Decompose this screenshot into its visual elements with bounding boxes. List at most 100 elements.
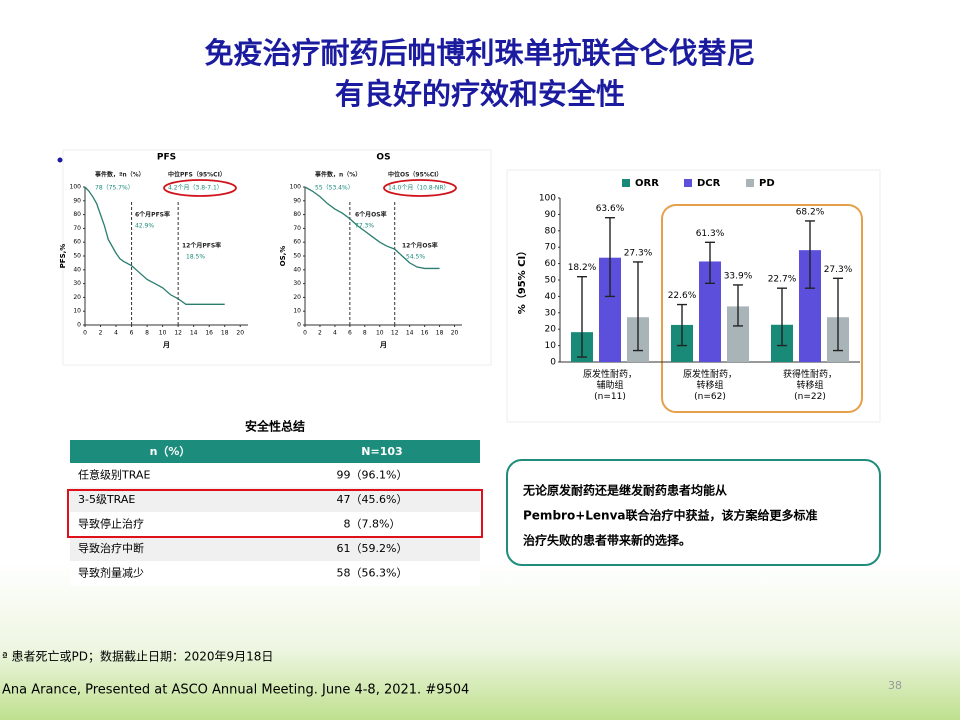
bullet bbox=[57, 157, 63, 163]
legend-swatch bbox=[684, 179, 692, 187]
annotation: 事件数，ªn（%） bbox=[95, 171, 145, 179]
table-cell: 58（56.3%） bbox=[337, 566, 408, 579]
y-tick-label: 40 bbox=[293, 266, 301, 273]
y-tick-label: 50 bbox=[73, 253, 81, 260]
survival-curve bbox=[84, 186, 225, 305]
value-label: 22.6% bbox=[668, 291, 697, 301]
x-tick-label: 12 bbox=[174, 330, 182, 337]
y-tick-label: 40 bbox=[545, 292, 557, 302]
value-label: 33.9% bbox=[724, 271, 753, 281]
y-tick-label: 70 bbox=[293, 225, 301, 232]
y-tick-label: 30 bbox=[545, 308, 557, 318]
x-tick-label: 16 bbox=[421, 330, 429, 337]
annotation: 42.9% bbox=[135, 223, 154, 230]
x-tick-label: 6 bbox=[348, 330, 352, 337]
value-label: 63.6% bbox=[596, 204, 625, 214]
annotation: 中位OS（95%CI） bbox=[388, 171, 442, 179]
x-tick-label: 20 bbox=[451, 330, 459, 337]
y-tick-label: 100 bbox=[290, 184, 302, 191]
y-tick-label: 10 bbox=[73, 308, 81, 315]
x-tick-label: 18 bbox=[436, 330, 444, 337]
y-tick-label: 30 bbox=[293, 280, 301, 287]
x-tick-label: 6 bbox=[130, 330, 134, 337]
table-cell: 3-5级TRAE bbox=[78, 493, 135, 506]
callout-text: 治疗失败的患者带来新的选择。 bbox=[523, 533, 691, 548]
x-tick-label: 2 bbox=[99, 330, 103, 337]
x-axis-label: 月 bbox=[162, 341, 170, 349]
error-bar bbox=[733, 284, 743, 327]
y-tick-label: 0 bbox=[297, 322, 301, 329]
y-tick-label: 20 bbox=[545, 325, 557, 335]
x-tick-label: 12 bbox=[391, 330, 399, 337]
y-tick-label: 30 bbox=[73, 280, 81, 287]
x-tick-label: 获得性耐药，转移组(n=22) bbox=[783, 368, 837, 402]
x-tick-label: 原发性耐药，转移组(n=62) bbox=[683, 368, 737, 402]
y-tick-label: 90 bbox=[293, 197, 301, 204]
annotation: 55（53.4%） bbox=[315, 185, 354, 192]
y-tick-label: 50 bbox=[545, 276, 557, 286]
y-tick-label: 100 bbox=[70, 184, 82, 191]
y-tick-label: 90 bbox=[545, 210, 557, 220]
annotation: 77.3% bbox=[355, 223, 374, 230]
annotation: 12个月PFS率 bbox=[182, 242, 221, 250]
survival-curve bbox=[304, 186, 440, 270]
y-tick-label: 80 bbox=[73, 211, 81, 218]
x-tick-label: 原发性耐药，辅助组(n=11) bbox=[583, 368, 637, 402]
y-tick-label: 40 bbox=[73, 266, 81, 273]
error-bar bbox=[777, 287, 787, 347]
y-tick-label: 70 bbox=[73, 225, 81, 232]
table-row-bg bbox=[70, 463, 480, 488]
y-tick-label: 20 bbox=[293, 294, 301, 301]
x-tick-label: 18 bbox=[221, 330, 229, 337]
legend-label: PD bbox=[759, 178, 775, 189]
footnote: ª 患者死亡或PD；数据截止日期：2020年9月18日 bbox=[2, 649, 273, 664]
callout-box bbox=[506, 459, 881, 566]
y-tick-label: 10 bbox=[293, 308, 301, 315]
error-bar bbox=[577, 276, 587, 358]
table-cell: 8（7.8%） bbox=[344, 517, 401, 530]
table-header-bg bbox=[70, 440, 480, 463]
annotation: 54.5% bbox=[406, 254, 425, 261]
value-label: 68.2% bbox=[796, 207, 825, 217]
x-tick-label: 0 bbox=[83, 330, 87, 337]
value-label: 27.3% bbox=[824, 265, 853, 275]
y-tick-label: 10 bbox=[545, 341, 557, 351]
value-label: 27.3% bbox=[624, 248, 653, 258]
x-tick-label: 10 bbox=[376, 330, 384, 337]
highlight-box bbox=[67, 489, 483, 538]
table-cell: 47（45.6%） bbox=[337, 493, 408, 506]
y-axis-label: PFS,% bbox=[59, 244, 67, 269]
legend-label: DCR bbox=[697, 178, 721, 189]
reference: Ana Arance, Presented at ASCO Annual Mee… bbox=[2, 683, 469, 698]
error-bar bbox=[605, 216, 615, 298]
y-tick-label: 60 bbox=[545, 259, 557, 269]
table-header: N=103 bbox=[361, 445, 402, 458]
value-label: 61.3% bbox=[696, 229, 725, 239]
legend-swatch bbox=[622, 179, 630, 187]
bar bbox=[727, 306, 749, 362]
y-tick-label: 100 bbox=[539, 194, 556, 204]
x-tick-label: 10 bbox=[159, 330, 167, 337]
table-title: 安全性总结 bbox=[245, 419, 305, 434]
y-tick-label: 90 bbox=[73, 197, 81, 204]
error-bar bbox=[633, 261, 643, 352]
y-tick-label: 50 bbox=[293, 253, 301, 260]
table-cell: 导致治疗中断 bbox=[78, 541, 144, 555]
y-tick-label: 20 bbox=[73, 294, 81, 301]
legend-label: ORR bbox=[635, 178, 659, 189]
table-cell: 99（96.1%） bbox=[337, 468, 408, 481]
annotation: 78（75.7%） bbox=[95, 185, 134, 192]
annotation: 14.0个月（10.8-NR） bbox=[388, 185, 450, 192]
x-tick-label: 0 bbox=[303, 330, 307, 337]
value-label: 22.7% bbox=[768, 275, 797, 285]
legend-swatch bbox=[746, 179, 754, 187]
x-axis-label: 月 bbox=[379, 341, 387, 349]
highlight-ellipse bbox=[383, 179, 457, 197]
highlight-box bbox=[661, 204, 863, 413]
table-cell: 61（59.2%） bbox=[337, 542, 408, 555]
table-header: n（%） bbox=[150, 445, 191, 458]
y-axis-label: %（95% CI） bbox=[515, 246, 528, 315]
y-tick-label: 60 bbox=[293, 239, 301, 246]
annotation: 4.2个月（3.8-7.1） bbox=[168, 185, 223, 192]
